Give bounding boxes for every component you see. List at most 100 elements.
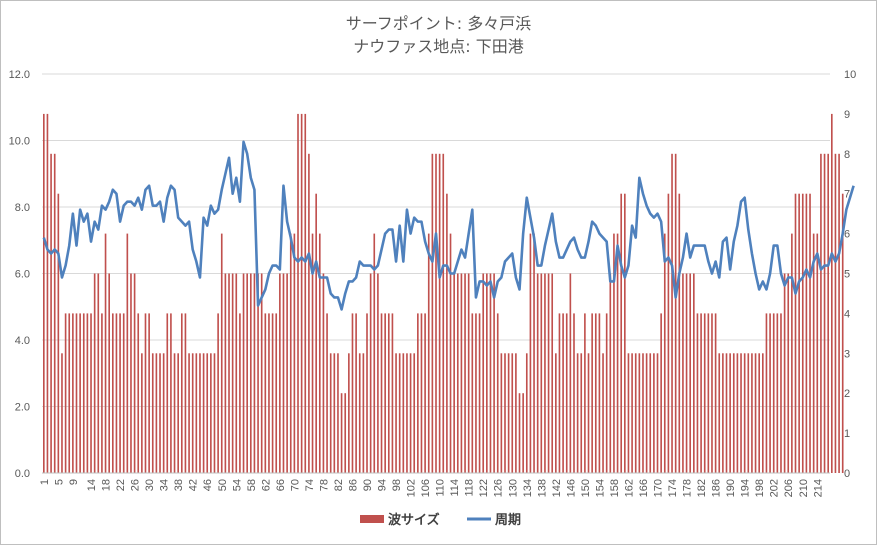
bar [714, 313, 717, 473]
x-tick-label: 174 [667, 479, 679, 497]
x-tick-label: 58 [246, 479, 258, 491]
bar [522, 393, 524, 473]
bar [104, 233, 107, 473]
wave-size-bars [42, 113, 844, 474]
bar [732, 353, 735, 473]
x-tick-label: 82 [333, 479, 345, 491]
bar [413, 353, 416, 473]
bar [707, 313, 710, 473]
bar [438, 153, 441, 474]
bar [53, 153, 56, 474]
x-tick-label: 66 [275, 479, 287, 491]
bar [351, 313, 354, 473]
bar [119, 313, 121, 473]
bar [478, 313, 481, 473]
bar [660, 313, 662, 473]
bar [289, 233, 292, 473]
bar [228, 273, 230, 473]
bar [380, 313, 383, 473]
bar [133, 273, 136, 473]
x-tick-label: 178 [682, 479, 694, 497]
bar [264, 313, 267, 473]
bar [79, 313, 81, 473]
bar [108, 273, 110, 473]
bar [801, 193, 804, 473]
bar [500, 353, 503, 473]
bar [126, 233, 129, 473]
y-left-tick-label: 2.0 [15, 402, 30, 414]
bar [358, 353, 361, 473]
bar [515, 353, 517, 473]
bar [700, 313, 702, 473]
bar [417, 313, 419, 473]
bar [322, 273, 325, 473]
bar [57, 193, 60, 473]
x-tick-label: 166 [638, 479, 650, 497]
x-tick-label: 34 [159, 479, 171, 491]
bar [293, 233, 296, 473]
bar [279, 273, 281, 473]
bar [536, 273, 539, 473]
y-left-tick-label: 12.0 [9, 69, 30, 81]
bar [689, 273, 692, 473]
x-tick-label: 162 [623, 479, 635, 497]
bar [188, 353, 190, 473]
bar [235, 273, 238, 473]
bar [711, 313, 713, 473]
bar [93, 273, 96, 473]
bar [645, 353, 648, 473]
bar [268, 313, 270, 473]
bar [348, 353, 350, 473]
bar [151, 353, 154, 473]
bar [765, 313, 768, 473]
x-tick-label: 62 [260, 479, 272, 491]
y-right-tick-label: 2 [844, 388, 850, 400]
bar [427, 233, 430, 473]
bar [315, 193, 317, 473]
period-line [42, 140, 855, 311]
bar [758, 353, 761, 473]
bar [830, 113, 833, 474]
bar [809, 193, 811, 473]
bar [663, 233, 666, 473]
bar [696, 313, 699, 473]
x-tick-label: 122 [478, 479, 490, 497]
bar [682, 273, 684, 473]
bar [90, 313, 92, 473]
bar [111, 313, 114, 473]
bar [783, 273, 786, 473]
bar [627, 353, 630, 473]
x-tick-label: 106 [420, 479, 432, 497]
bar [504, 353, 506, 473]
bar [402, 353, 405, 473]
bar [449, 233, 452, 473]
bar [282, 273, 285, 473]
bar [46, 113, 49, 474]
bar [206, 353, 209, 473]
bar [220, 233, 223, 473]
bar [435, 153, 437, 474]
bar [275, 313, 278, 473]
bar [558, 313, 561, 473]
bar [318, 233, 321, 473]
bar [653, 353, 655, 473]
period-line-path [42, 140, 855, 311]
x-tick-label: 86 [347, 479, 359, 491]
bar [344, 393, 347, 473]
bar [656, 353, 659, 473]
bar [442, 153, 445, 474]
y-right-tick-label: 0 [844, 468, 850, 480]
bar [634, 353, 637, 473]
bar [769, 313, 771, 473]
bar [743, 353, 746, 473]
y-right-tick-label: 1 [844, 428, 850, 440]
legend: 波サイズ 周期 [360, 512, 521, 528]
bar [377, 273, 379, 473]
x-tick-label: 186 [711, 479, 723, 497]
bar [576, 353, 579, 473]
y-right-tick-label: 8 [844, 149, 850, 161]
bar [424, 313, 426, 473]
bar [384, 313, 386, 473]
x-tick-label: 142 [551, 479, 563, 497]
bar [115, 313, 118, 473]
